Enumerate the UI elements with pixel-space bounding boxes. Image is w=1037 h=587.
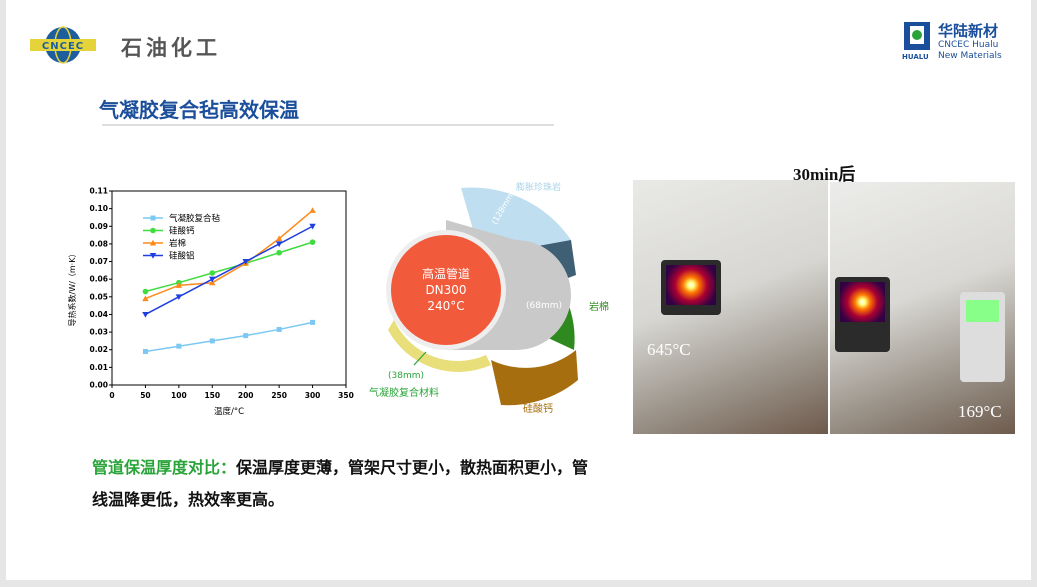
note-text: 保温厚度更薄，管架尺寸更小，散热面积更小，管线温降更低，热效率更高。 [92, 458, 589, 509]
pipe-label-1: 高温管道 [422, 266, 470, 281]
series-line [145, 241, 313, 293]
brand-name: 石油化工 [121, 35, 221, 60]
data-point [149, 253, 157, 259]
time-label: 30min后 [793, 165, 856, 184]
brand-right-en2: New Materials [938, 51, 1002, 61]
thermal-camera [835, 277, 890, 352]
legend-label: 硅酸铝 [169, 251, 195, 262]
x-tick-label: 350 [338, 391, 354, 400]
data-point [242, 259, 249, 265]
plot-frame [111, 190, 347, 386]
y-tick-label: 0.07 [89, 257, 108, 266]
y-tick-label: 0.06 [89, 275, 108, 284]
legend-label: 岩棉 [169, 238, 186, 249]
pipe-label-2: DN300 [425, 283, 466, 297]
x-tick-label: 100 [171, 391, 187, 400]
data-point [150, 215, 156, 221]
thermal-camera [661, 260, 721, 315]
x-tick-label: 300 [305, 391, 321, 400]
data-point [209, 276, 216, 283]
thermometer [960, 292, 1005, 382]
hualu-logo: HUALU 华陆新材 CNCEC Hualu New Materials [902, 20, 1022, 64]
brand-right-cn: 华陆新材 [938, 22, 999, 40]
x-tick-label: 250 [271, 391, 287, 400]
data-point [150, 227, 156, 234]
slide: CNCEC 石油化工 HUALU 华陆新材 CNCEC Hualu New Ma… [6, 0, 1031, 580]
data-point [309, 239, 316, 245]
thermal-conductivity-chart: 0 50 100 150 200 250 300 350 0.00 0.01 0.02 0.03 0.0… [67, 187, 354, 418]
x-tick-label: 200 [238, 391, 254, 400]
data-point [309, 223, 316, 230]
page-title: 气凝胶复合毡高效保温 [99, 98, 299, 122]
pipe-label-3: 240°C [427, 299, 464, 313]
data-point [175, 294, 183, 301]
y-tick-label: 0.01 [89, 363, 108, 372]
aerogel-label: 气凝胶复合材料 [369, 386, 439, 399]
y-tick-label: 0.05 [89, 292, 108, 301]
y-tick-label: 0.08 [89, 239, 108, 248]
note-highlight: 管道保温厚度对比： [92, 458, 237, 477]
svg-text:CNCEC: CNCEC [42, 41, 84, 52]
series-line [145, 321, 313, 353]
y-tick-label: 0.10 [89, 204, 108, 213]
legend-label: 气凝胶复合毡 [169, 213, 221, 224]
data-point [276, 249, 282, 256]
rockwool-label: 岩棉 [589, 300, 609, 313]
pipe-insulation-diagram: 高温管道 DN300 240°C 膨胀珍珠岩 (128mm) 岩棉 (68mm)… [369, 181, 609, 415]
x-tick-label: 50 [140, 391, 150, 400]
data-point [310, 319, 316, 325]
cncec-logo: CNCEC [30, 26, 96, 64]
y-tick-label: 0.00 [89, 381, 108, 390]
series-line [145, 209, 314, 300]
photo-after: 169°C [830, 182, 1015, 434]
data-point [175, 282, 183, 288]
aerogel-thickness: (38mm) [388, 371, 424, 381]
aerogel-layer [388, 320, 491, 372]
data-point [142, 288, 149, 295]
data-point [309, 207, 316, 213]
data-point [243, 333, 249, 339]
x-axis-label: 温度/°C [214, 406, 244, 417]
temp-before: 645°C [647, 340, 691, 359]
x-tick-label: 0 [109, 391, 114, 400]
calcium-silicate-thickness: (82mm) [526, 349, 562, 359]
calcium-silicate-label: 硅酸钙 [523, 402, 553, 415]
data-point [142, 295, 149, 302]
hualu-mark-text: HUALU [902, 53, 929, 61]
y-tick-label: 0.11 [89, 187, 108, 196]
data-point [209, 338, 215, 344]
pearlite-label: 膨胀珍珠岩 [516, 181, 561, 193]
x-tick-label: 150 [204, 391, 220, 400]
legend-label: 硅酸钙 [169, 226, 195, 237]
y-tick-label: 0.09 [89, 222, 108, 231]
data-point [142, 311, 149, 318]
data-point [176, 343, 182, 349]
y-tick-label: 0.03 [89, 328, 108, 337]
series-line [145, 225, 313, 316]
brand-right-en1: CNCEC Hualu [938, 40, 999, 50]
title-divider [102, 124, 554, 126]
rockwool-thickness: (68mm) [526, 301, 562, 311]
data-point [149, 239, 157, 246]
data-point [275, 235, 283, 242]
data-point [142, 348, 148, 354]
y-tick-label: 0.04 [89, 310, 108, 319]
photo-before: 645°C [633, 180, 828, 434]
comparison-note: 管道保温厚度对比：保温厚度更薄，管架尺寸更小，散热面积更小，管线温降更低，热效率… [92, 452, 592, 516]
pipe-end [391, 235, 501, 345]
y-axis-label: 导热系数/W/（m·K） [67, 250, 77, 327]
calcium-silicate-layer [491, 350, 578, 406]
aerogel-arrow [413, 351, 427, 366]
data-point [209, 270, 216, 276]
temp-after: 169°C [958, 402, 1002, 421]
y-tick-label: 0.02 [89, 345, 108, 354]
data-point [275, 241, 283, 248]
data-point [276, 326, 282, 332]
hualu-mark-icon [904, 22, 930, 50]
